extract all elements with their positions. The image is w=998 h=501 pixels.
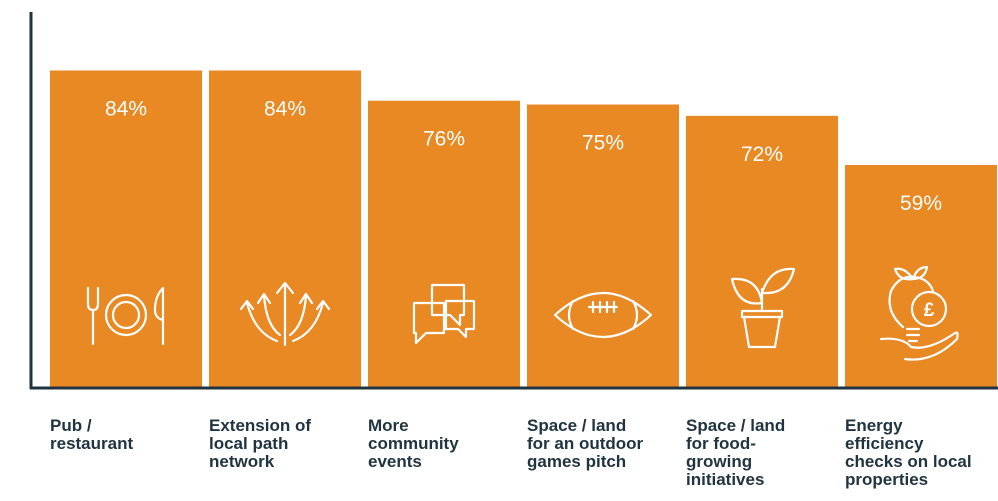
potted-plant-icon [730, 267, 796, 349]
lightbulb-pound-icon: £ [879, 265, 959, 361]
value-label: 84% [105, 97, 147, 120]
category-label: Extension of local path network [209, 416, 312, 471]
icons-group: £ [86, 265, 959, 361]
category-label: Pub / restaurant [50, 416, 134, 453]
value-labels-group: 84% 84% 76% 75% 72% 59% [105, 97, 942, 214]
bar [686, 115, 838, 388]
plate-cutlery-icon [86, 286, 165, 346]
value-label: 75% [582, 132, 624, 155]
bars-group [50, 70, 997, 388]
value-label: 76% [423, 128, 465, 151]
speech-bubbles-icon [412, 283, 476, 345]
value-label: 72% [741, 143, 783, 166]
category-label: Energy efficiency checks on local proper… [845, 416, 972, 489]
value-label: 84% [264, 97, 306, 120]
category-label: More community events [368, 416, 459, 471]
branching-arrows-icon [239, 281, 331, 347]
bar [368, 100, 520, 388]
svg-text:£: £ [924, 300, 935, 321]
rugby-ball-icon [553, 292, 653, 338]
category-label: Space / land for an outdoor games pitch [527, 416, 644, 471]
category-label: Space / land for food- growing initiativ… [686, 416, 786, 489]
value-label: 59% [900, 192, 942, 215]
bar [527, 104, 679, 388]
